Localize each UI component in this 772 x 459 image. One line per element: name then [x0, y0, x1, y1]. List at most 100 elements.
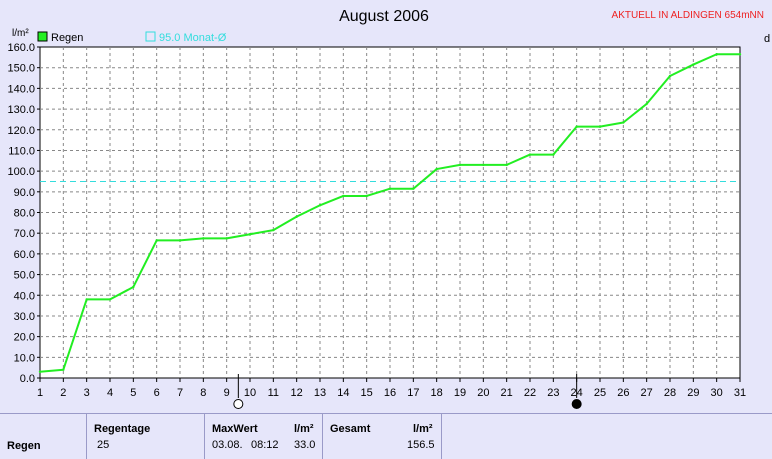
legend-mean-swatch — [145, 31, 156, 42]
station-label: AKTUELL IN ALDINGEN 654mNN — [612, 10, 764, 21]
data-point — [272, 228, 275, 232]
maxwert-date: 03.08. — [212, 439, 243, 451]
x-tick-label: 8 — [200, 387, 206, 399]
gesamt-value: 156.5 — [407, 439, 435, 451]
x-tick-label: 6 — [154, 387, 160, 399]
x-tick-label: 27 — [641, 387, 653, 399]
moon-phases — [233, 374, 582, 409]
chart-title: August 2006 — [339, 8, 429, 25]
data-point — [202, 237, 205, 240]
x-tick-label: 16 — [384, 387, 396, 399]
x-tick-label: 23 — [547, 387, 559, 399]
x-tick-label: 3 — [84, 387, 90, 399]
data-point — [155, 239, 158, 242]
x-tick-label: 21 — [501, 387, 513, 399]
data-point — [668, 74, 672, 78]
maxwert-header: MaxWert — [212, 423, 258, 435]
y-tick-label: 0.0 — [20, 373, 35, 385]
x-tick-label: 5 — [130, 387, 136, 399]
regentage-value: 25 — [97, 439, 110, 451]
x-tick-label: 18 — [431, 387, 443, 399]
x-tick-label: 17 — [407, 387, 419, 399]
x-tick-label: 26 — [617, 387, 629, 399]
data-point — [575, 125, 578, 128]
y-tick-label: 50.0 — [14, 270, 35, 282]
stats-panel: Regen Regentage 25 MaxWert l/m² 03.08. 0… — [0, 413, 772, 459]
y-tick-label: 100.0 — [7, 166, 35, 178]
data-point — [528, 153, 532, 156]
gesamt-header: Gesamt — [330, 423, 371, 435]
y-tick-label: 150.0 — [7, 63, 35, 75]
regentage-cell: Regentage 25 — [87, 414, 205, 459]
data-point — [552, 153, 555, 156]
data-point — [482, 163, 485, 167]
data-point — [62, 368, 65, 371]
maxwert-cell: MaxWert l/m² 03.08. 08:12 33.0 — [205, 414, 323, 459]
x-tick-label: 4 — [107, 387, 113, 399]
maxwert-time: 08:12 — [251, 439, 279, 451]
grid — [40, 47, 740, 378]
data-point — [458, 163, 462, 167]
data-point — [132, 285, 135, 289]
x-tick-label: 30 — [711, 387, 723, 399]
data-point — [225, 237, 228, 240]
y-tick-label: 40.0 — [14, 290, 35, 302]
series — [38, 53, 742, 373]
data-point — [85, 298, 88, 301]
data-point — [738, 53, 742, 56]
maxwert-value: 33.0 — [294, 439, 316, 451]
new-moon-icon — [571, 399, 582, 409]
full-moon-icon — [233, 399, 244, 409]
x-tick-label: 31 — [734, 387, 746, 399]
regentage-header: Regentage — [94, 423, 151, 435]
y-tick-label: 160.0 — [7, 42, 35, 54]
data-point — [318, 204, 322, 207]
data-point — [598, 125, 602, 128]
y-tick-label: 80.0 — [14, 208, 35, 220]
x-tick-label: 7 — [177, 387, 183, 399]
y-tick-labels: 0.0 10.0 20.0 30.0 40.0 50.0 60.0 70.0 80.0 90.0 1… — [7, 42, 40, 385]
gesamt-unit: l/m² — [413, 423, 433, 435]
y-tick-label: 130.0 — [7, 104, 35, 116]
data-point — [435, 167, 438, 171]
gesamt-cell: Gesamt l/m² 156.5 — [323, 414, 442, 459]
data-point — [715, 53, 718, 56]
x-tick-label: 1 — [37, 387, 43, 399]
y-tick-label: 110.0 — [8, 145, 35, 157]
data-point — [412, 187, 415, 190]
data-point — [622, 121, 625, 124]
data-point — [38, 370, 42, 373]
legend-rain-label: Regen — [51, 32, 83, 44]
y-tick-label: 10.0 — [14, 352, 35, 364]
y-tick-label: 70.0 — [14, 228, 35, 240]
x-tick-label: 20 — [477, 387, 489, 399]
x-tick-label: 29 — [687, 387, 699, 399]
data-point — [342, 194, 345, 198]
data-point — [295, 215, 298, 218]
data-point — [365, 194, 368, 198]
stats-row-label: Regen — [7, 440, 41, 452]
y-tick-label: 120.0 — [7, 125, 35, 137]
y-tick-label: 60.0 — [14, 249, 35, 261]
legend-rain-swatch — [37, 31, 48, 42]
maxwert-unit: l/m² — [294, 423, 314, 435]
x-tick-label: 28 — [664, 387, 676, 399]
stats-label-cell: Regen — [0, 414, 87, 459]
x-tick-label: 10 — [244, 387, 256, 399]
data-point — [645, 102, 648, 106]
data-point — [178, 239, 182, 242]
y-tick-label: 20.0 — [14, 332, 35, 344]
legend-mean-label: 95.0 Monat-Ø — [159, 32, 227, 44]
x-tick-label: 9 — [224, 387, 230, 399]
data-point — [108, 298, 112, 301]
x-tick-label: 14 — [337, 387, 349, 399]
y-tick-label: 30.0 — [14, 311, 35, 323]
x-tick-label: 11 — [268, 387, 279, 399]
data-point — [388, 187, 392, 190]
x-tick-label: 19 — [454, 387, 466, 399]
data-point — [248, 233, 252, 236]
x-tick-label: 13 — [314, 387, 326, 399]
x-tick-label: 22 — [524, 387, 536, 399]
y-axis-unit: l/m² — [12, 28, 29, 39]
x-tick-label: 2 — [60, 387, 66, 399]
